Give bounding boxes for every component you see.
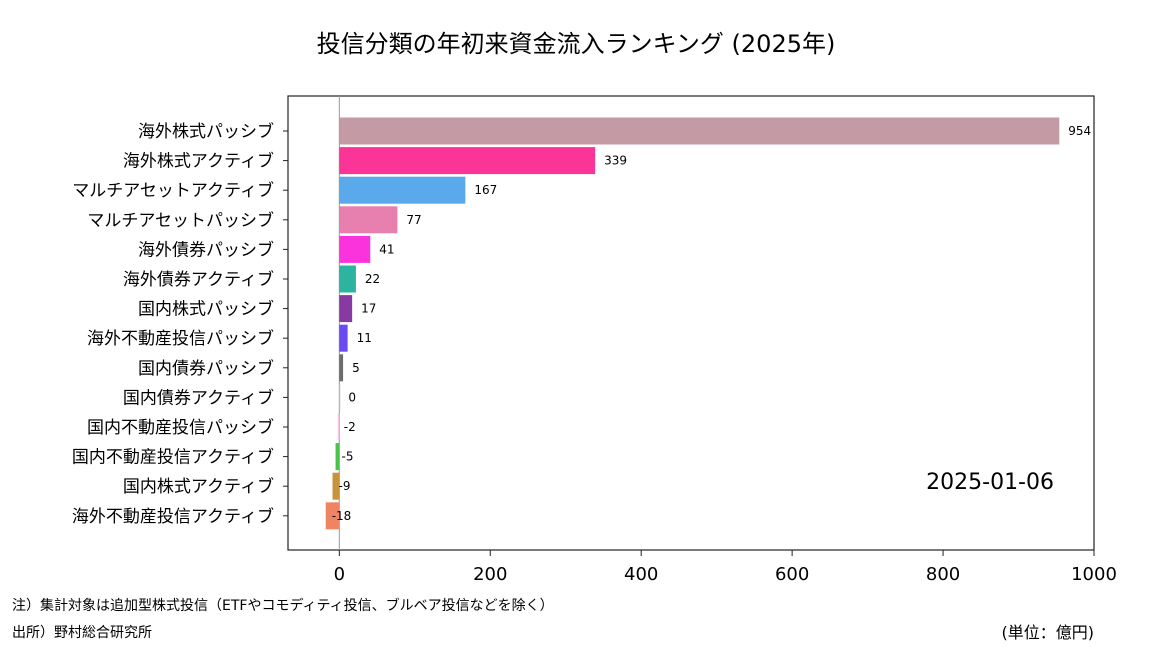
category-label: マルチアセットパッシブ bbox=[87, 210, 274, 231]
value-label: -5 bbox=[342, 450, 354, 464]
plot-frame bbox=[287, 95, 1095, 551]
value-label: -2 bbox=[344, 420, 356, 434]
y-axis-labels: 海外株式パッシブ海外株式アクティブマルチアセットアクティブマルチアセットパッシブ… bbox=[72, 121, 288, 527]
source-note: 注）集計対象は追加型株式投信（ETFやコモディティ投信、ブルベア投信などを除く） bbox=[12, 598, 554, 614]
bar bbox=[339, 383, 341, 411]
x-tick-label: 200 bbox=[473, 564, 507, 585]
value-label: 339 bbox=[604, 154, 627, 168]
bar bbox=[335, 443, 340, 471]
x-tick-label: 1000 bbox=[1071, 564, 1117, 585]
value-label: 5 bbox=[352, 361, 360, 375]
source-credit: 出所）野村総合研究所 bbox=[12, 625, 152, 641]
date-label: 2025-01-06 bbox=[926, 470, 1054, 495]
value-label: 0 bbox=[348, 390, 356, 404]
unit-label: (単位：億円) bbox=[1001, 623, 1095, 642]
bar bbox=[339, 117, 1060, 145]
bar bbox=[337, 413, 340, 441]
category-label: 国内株式アクティブ bbox=[123, 476, 274, 497]
x-tick-label: 600 bbox=[775, 564, 809, 585]
bar bbox=[339, 324, 348, 352]
bar bbox=[339, 206, 398, 234]
bar bbox=[339, 235, 371, 263]
category-label: 海外株式パッシブ bbox=[138, 121, 274, 142]
value-label: 17 bbox=[361, 302, 376, 316]
value-label: 77 bbox=[406, 213, 421, 227]
category-label: 海外株式アクティブ bbox=[123, 151, 274, 172]
value-label: 167 bbox=[474, 183, 497, 197]
bar bbox=[339, 176, 466, 204]
bar bbox=[332, 472, 340, 500]
category-label: 国内債券アクティブ bbox=[123, 387, 274, 408]
bar bbox=[339, 295, 353, 323]
x-tick-label: 800 bbox=[926, 564, 960, 585]
x-axis-ticks: 0 200 400 600 800 1000 bbox=[334, 550, 1117, 585]
chart-title: 投信分類の年初来資金流入ランキング (2025年) bbox=[317, 30, 836, 58]
value-label: -18 bbox=[332, 509, 352, 523]
category-label: 海外不動産投信パッシブ bbox=[87, 328, 274, 349]
category-label: 国内不動産投信アクティブ bbox=[72, 447, 274, 468]
value-label: -9 bbox=[339, 479, 351, 493]
category-label: 海外債券パッシブ bbox=[138, 239, 274, 260]
bar bbox=[339, 265, 356, 293]
value-label: 22 bbox=[365, 272, 380, 286]
bar bbox=[325, 502, 340, 530]
x-tick-label: 0 bbox=[334, 564, 345, 585]
bars-group: 954 339 167 77 41 22 17 11 5 0 -2 -5 -9 -18 bbox=[325, 117, 1091, 530]
category-label: 海外債券アクティブ bbox=[123, 269, 274, 290]
value-label: 41 bbox=[379, 242, 394, 256]
bar bbox=[339, 354, 344, 382]
category-label: 国内債券パッシブ bbox=[138, 358, 274, 379]
value-label: 11 bbox=[357, 331, 372, 345]
category-label: 国内株式パッシブ bbox=[138, 299, 274, 320]
bar bbox=[339, 147, 596, 175]
category-label: 国内不動産投信パッシブ bbox=[87, 417, 274, 438]
x-tick-label: 400 bbox=[624, 564, 658, 585]
category-label: 海外不動産投信アクティブ bbox=[72, 506, 274, 527]
category-label: マルチアセットアクティブ bbox=[72, 180, 274, 201]
value-label: 954 bbox=[1068, 124, 1091, 138]
